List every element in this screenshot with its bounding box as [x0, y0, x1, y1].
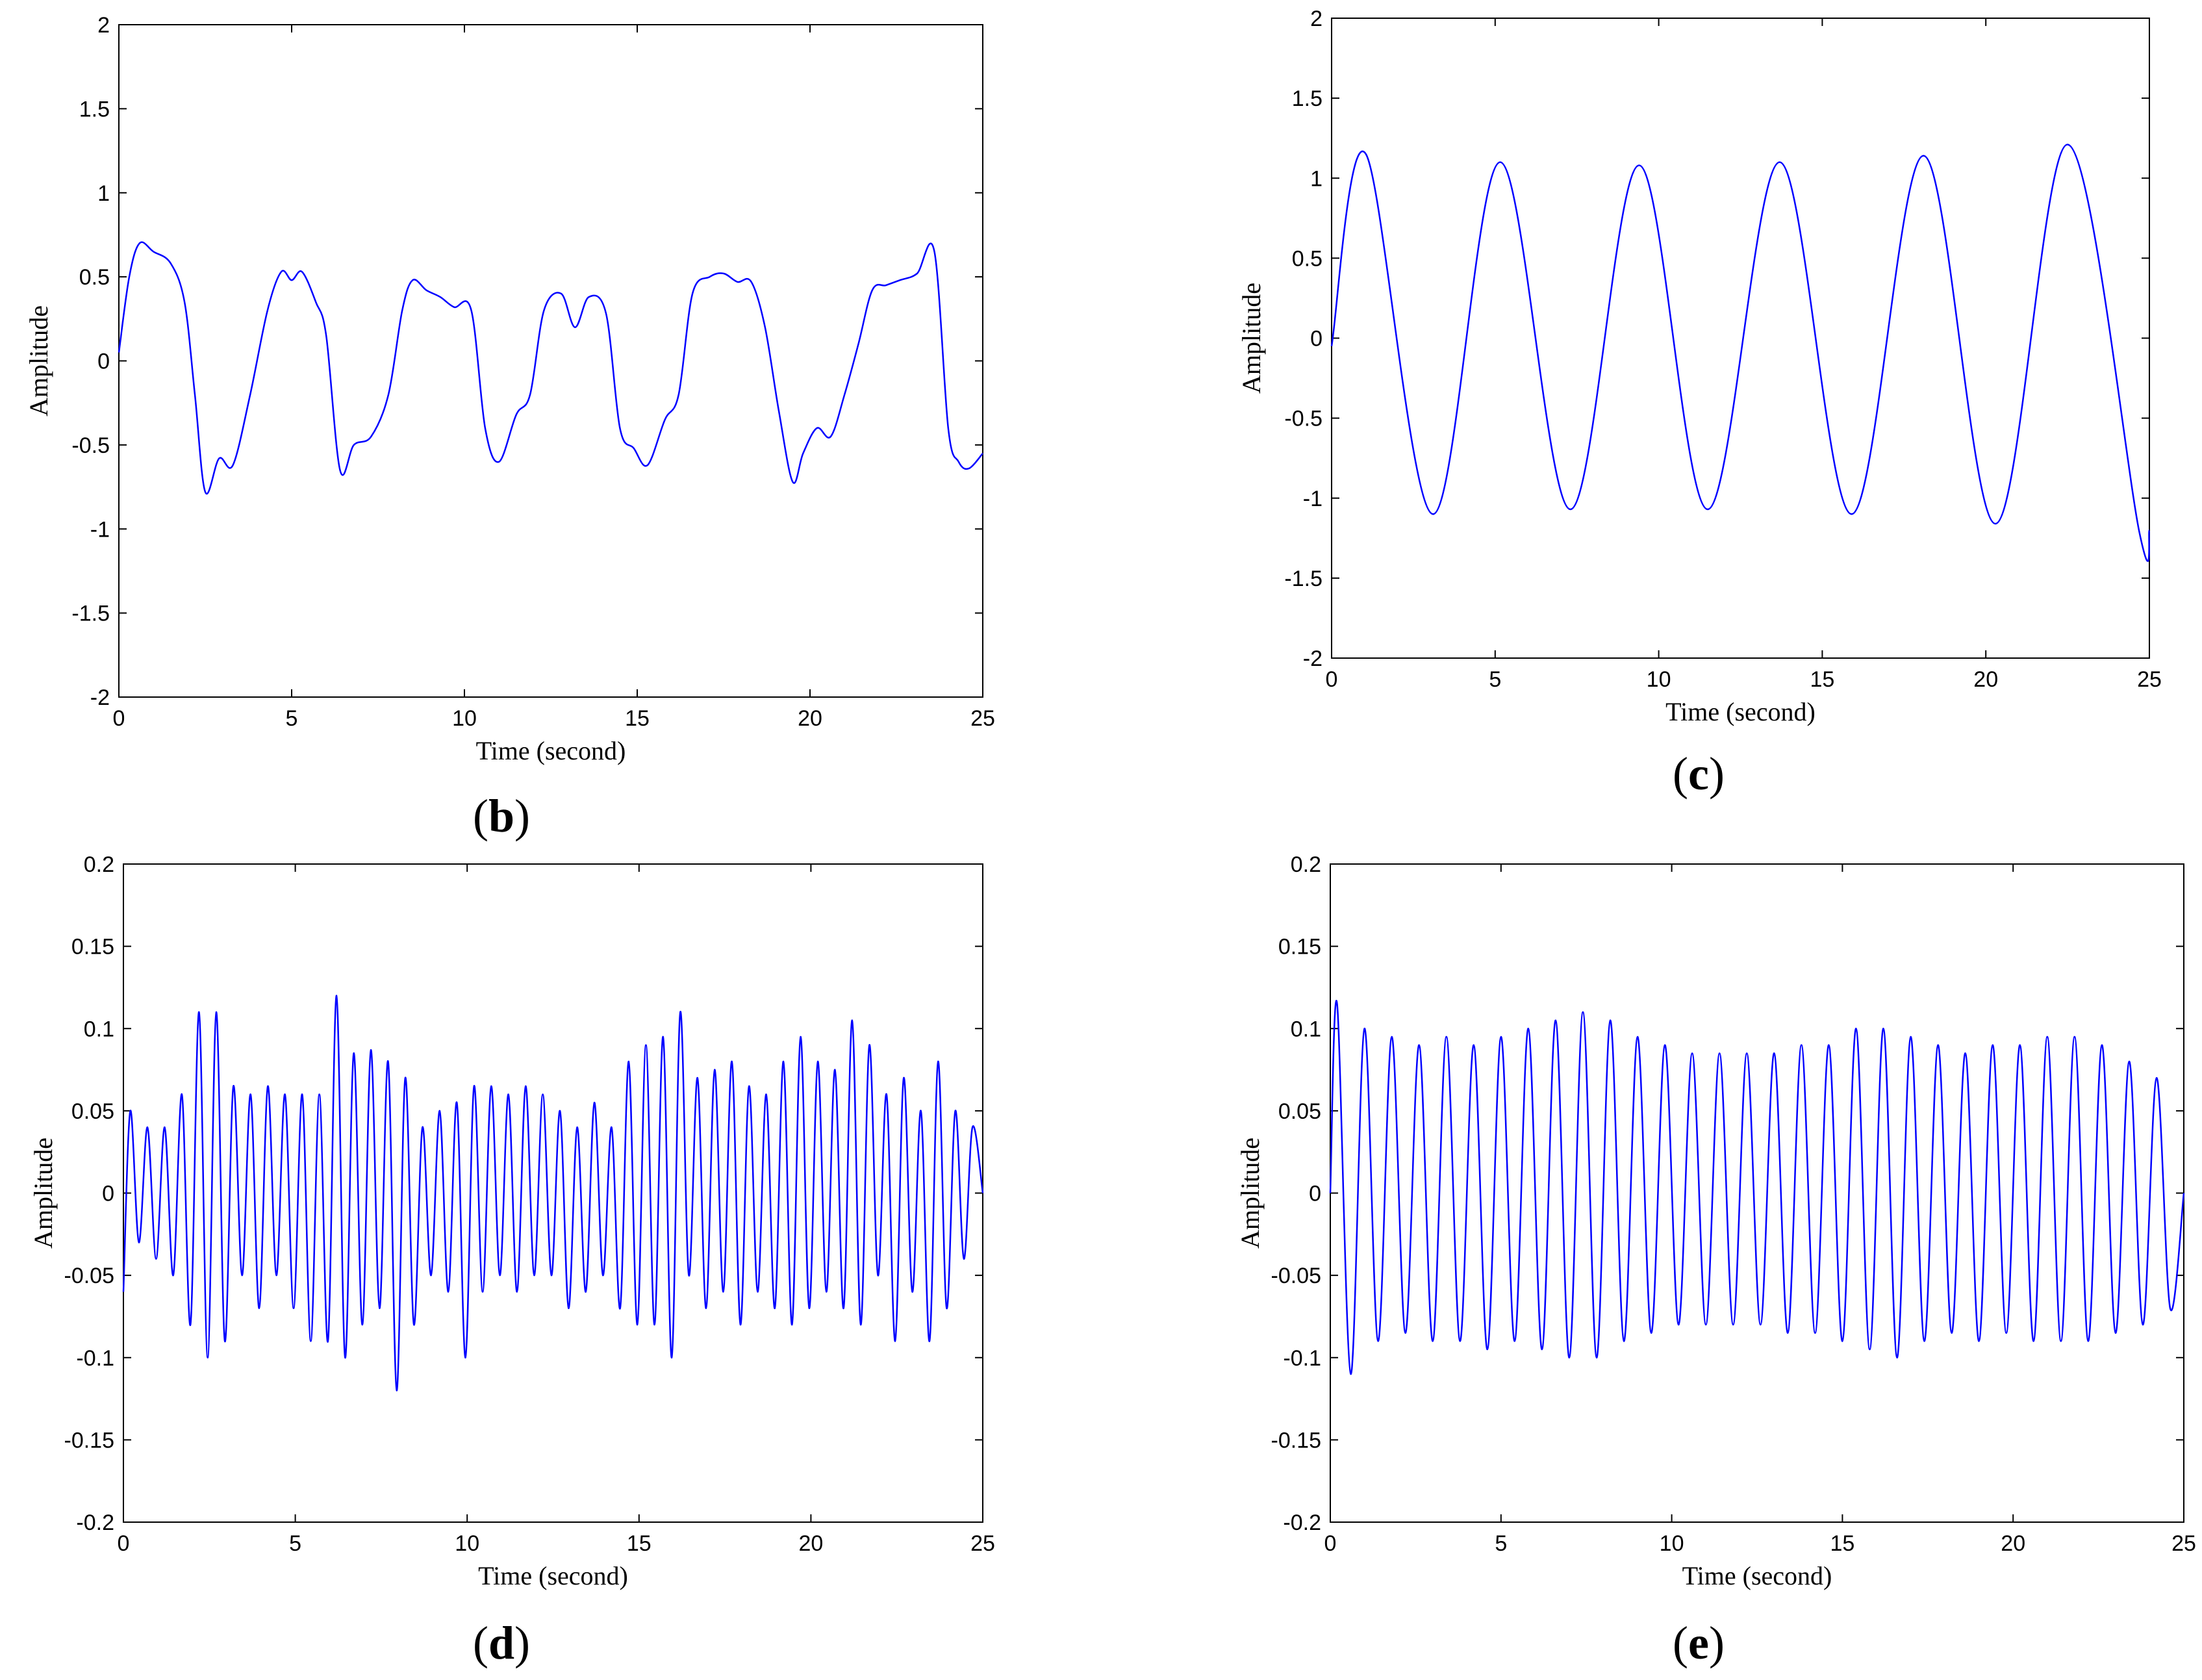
chart-e-x-tick-label: 0 [1324, 1531, 1337, 1556]
chart-e-y-tick-label: 0.15 [1278, 935, 1321, 960]
chart-b-x-tick-label: 5 [286, 706, 298, 731]
chart-b-x-tick-label: 15 [625, 706, 650, 731]
chart-d-plot-frame [123, 863, 983, 1523]
chart-c-y-tick-label: -0.5 [1284, 407, 1322, 431]
chart-e-y-tick-label: -0.2 [1283, 1510, 1321, 1535]
chart-c-y-tick-label: 1.5 [1292, 86, 1322, 111]
chart-e-y-tick-label: 0.2 [1291, 852, 1321, 877]
chart-d-series-line [122, 995, 984, 1392]
chart-b-y-tick-label: -0.5 [71, 433, 110, 458]
chart-c-y-tick-label: -2 [1303, 646, 1322, 671]
chart-b-y-tick-label: 0.5 [79, 265, 110, 290]
chart-d-y-tick-label: -0.15 [64, 1428, 115, 1453]
chart-c-series-line [1330, 144, 2151, 563]
panel-caption-b: (b) [473, 790, 531, 842]
chart-d-y-tick-label: -0.05 [64, 1264, 115, 1288]
chart-e-x-tick-label: 15 [1830, 1531, 1854, 1556]
caption-letter-e: e [1688, 1617, 1709, 1669]
chart-panel-e: 0 5 10 15 20 25 -0.2 -0.15 -0.1 -0.05 0 0.05 0.1 0.15… [1101, 840, 2202, 1680]
chart-b-x-tick-label: 25 [970, 706, 995, 731]
chart-c-y-axis-title: Amplitude [1237, 283, 1266, 394]
chart-e-plot-frame [1330, 863, 2184, 1523]
chart-d-x-axis-title: Time (second) [478, 1561, 628, 1590]
chart-c-y-tick-label: -1 [1303, 487, 1322, 511]
chart-e-x-axis-title: Time (second) [1682, 1561, 1832, 1590]
chart-d-x-tick-label: 0 [118, 1531, 130, 1556]
chart-d-y-axis-title: Amplitude [29, 1138, 58, 1249]
chart-e-x-tick-label: 25 [2171, 1531, 2196, 1556]
chart-d-y-tick-label: 0.05 [71, 1099, 114, 1124]
chart-c-plot-frame [1331, 18, 2150, 659]
chart-b-x-axis-title: Time (second) [476, 736, 626, 765]
chart-panel-d: 0 5 10 15 20 25 -0.2 -0.15 -0.1 -0.05 0 0.05 0.1 0.15… [0, 840, 1101, 1680]
chart-e-y-tick-label: 0 [1309, 1182, 1321, 1206]
chart-c-y-tick-label: 0 [1310, 327, 1322, 351]
chart-e-series-line [1329, 1000, 2185, 1375]
chart-b-y-tick-label: -2 [90, 685, 110, 710]
chart-d-x-tick-label: 5 [289, 1531, 301, 1556]
chart-e-y-tick-label: 0.1 [1291, 1017, 1321, 1041]
caption-letter-c: c [1688, 748, 1709, 800]
plot-e: 0 5 10 15 20 25 -0.2 -0.15 -0.1 -0.05 0 0.05 0.1 0.15… [1235, 852, 2196, 1590]
chart-d-y-tick-label: 0.15 [71, 935, 114, 960]
chart-d-x-tick-label: 20 [798, 1531, 823, 1556]
panel-caption-e: (e) [1673, 1617, 1725, 1669]
chart-b-y-tick-label: 0 [97, 350, 110, 374]
panel-caption-c: (c) [1673, 748, 1725, 800]
chart-c-x-tick-label: 20 [1973, 667, 1998, 692]
plot-b: 0 5 10 15 20 25 -2 -1.5 -1 -0.5 0 0.5 1 1.5 2 Time (sec… [24, 13, 995, 765]
chart-b-x-tick-label: 20 [798, 706, 822, 731]
chart-d-x-tick-label: 15 [627, 1531, 652, 1556]
chart-d-y-tick-label: 0.1 [84, 1017, 114, 1041]
chart-e-y-tick-label: -0.05 [1271, 1264, 1322, 1288]
chart-d-y-tick-label: 0.2 [84, 852, 114, 877]
chart-d-x-tick-label: 25 [970, 1531, 995, 1556]
chart-e-y-axis-title: Amplitude [1235, 1138, 1265, 1249]
chart-c-y-tick-label: 1 [1310, 166, 1322, 191]
chart-c-x-tick-label: 25 [2137, 667, 2162, 692]
chart-b-y-tick-label: -1 [90, 517, 110, 542]
chart-e-x-tick-label: 10 [1660, 1531, 1684, 1556]
chart-d-y-tick-label: -0.1 [76, 1346, 114, 1371]
chart-d-y-tick-label: -0.2 [76, 1510, 114, 1535]
chart-b-y-axis-title: Amplitude [24, 305, 53, 416]
chart-c-x-tick-label: 15 [1810, 667, 1834, 692]
plot-d: 0 5 10 15 20 25 -0.2 -0.15 -0.1 -0.05 0 0.05 0.1 0.15… [29, 852, 995, 1590]
chart-b-x-tick-label: 10 [452, 706, 477, 731]
plot-c: 0 5 10 15 20 25 -2 -1.5 -1 -0.5 0 0.5 1 1.5 2 Time (sec… [1237, 6, 2162, 726]
chart-b-y-tick-label: 2 [97, 13, 110, 38]
chart-c-x-tick-label: 10 [1647, 667, 1671, 692]
chart-c-y-tick-label: 2 [1310, 6, 1322, 31]
chart-e-y-tick-label: -0.1 [1283, 1346, 1321, 1371]
chart-c-x-axis-title: Time (second) [1665, 697, 1816, 726]
chart-b-y-tick-label: -1.5 [71, 602, 110, 626]
chart-e-x-tick-label: 20 [2001, 1531, 2025, 1556]
chart-b-y-tick-label: 1.5 [79, 97, 110, 121]
chart-e-x-tick-label: 5 [1495, 1531, 1507, 1556]
chart-panel-c: 0 5 10 15 20 25 -2 -1.5 -1 -0.5 0 0.5 1 1.5 2 Time (sec… [1101, 0, 2202, 840]
chart-b-y-tick-label: 1 [97, 181, 110, 206]
chart-b-x-tick-label: 0 [113, 706, 125, 731]
caption-letter-b: b [488, 790, 515, 842]
caption-letter-d: d [488, 1617, 515, 1669]
chart-c-x-tick-label: 5 [1489, 667, 1501, 692]
chart-panel-b: 0 5 10 15 20 25 -2 -1.5 -1 -0.5 0 0.5 1 1.5 2 Time (sec… [0, 0, 1101, 842]
chart-d-x-tick-label: 10 [455, 1531, 479, 1556]
chart-e-y-tick-label: 0.05 [1278, 1099, 1321, 1124]
chart-e-y-tick-label: -0.15 [1271, 1428, 1322, 1453]
chart-c-y-tick-label: 0.5 [1292, 246, 1322, 271]
chart-c-y-tick-label: -1.5 [1284, 566, 1322, 591]
chart-d-y-tick-label: 0 [102, 1182, 114, 1206]
chart-c-x-tick-label: 0 [1326, 667, 1338, 692]
chart-b-series-line [118, 241, 983, 495]
panel-caption-d: (d) [473, 1617, 531, 1669]
